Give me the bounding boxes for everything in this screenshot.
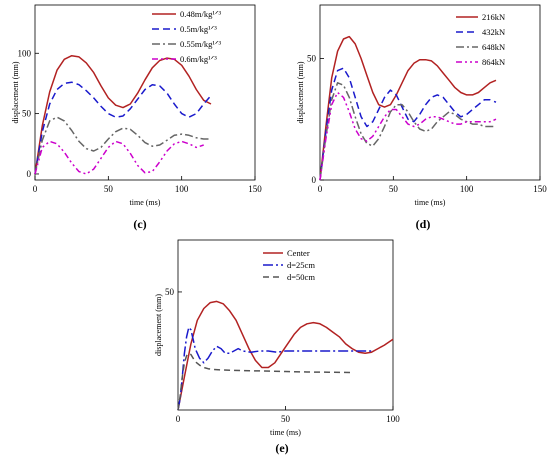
legend-label: 0.48m/kg¹ᐟ³ [180, 9, 221, 19]
x-axis-label: time (ms) [415, 198, 446, 207]
x-tick-label: 100 [386, 414, 400, 424]
panel-d: 0 50 100 150 0 50 time (ms) displacement (mm) 21… [296, 4, 547, 231]
legend-label: 0.5m/kg¹ᐟ³ [180, 24, 217, 34]
x-tick-label: 150 [533, 184, 547, 194]
y-tick-label: 50 [165, 287, 175, 297]
series-line-1 [319, 67, 497, 181]
series-line-1 [177, 326, 372, 411]
panel-e: 0 50 100 50 time (ms) displacement (mm) Center… [154, 239, 400, 455]
series-line-3 [319, 91, 497, 181]
x-tick-label: 0 [33, 184, 38, 194]
legend-label: 648kN [482, 42, 505, 52]
y-tick-label: 0 [27, 169, 32, 179]
plot-frame [177, 239, 394, 411]
panel-label: (e) [275, 441, 288, 455]
x-axis-label: time (ms) [270, 428, 301, 437]
series-line-0 [34, 54, 212, 175]
y-tick-label: 0 [312, 175, 317, 185]
legend-label: Center [287, 248, 310, 258]
x-tick-label: 50 [389, 184, 399, 194]
y-tick-label: 50 [22, 109, 32, 119]
series-line-0 [177, 300, 394, 411]
series-line-2 [34, 116, 211, 175]
panel-c: 0 50 100 150 0 50 100 time (ms) displacement (mm… [11, 4, 262, 231]
series-line-1 [34, 81, 212, 175]
legend-label: 864kN [482, 57, 505, 67]
panel-label: (c) [133, 217, 146, 231]
x-tick-label: 50 [104, 184, 114, 194]
legend-label: 432kN [482, 27, 505, 37]
series-line-2 [319, 82, 496, 181]
series-line-3 [34, 140, 204, 175]
plot-frame [319, 4, 541, 181]
legend-label: 0.55m/kg¹ᐟ³ [180, 39, 221, 49]
x-axis-label: time (ms) [130, 198, 161, 207]
legend-label: 216kN [482, 12, 505, 22]
y-axis-label: displacement (mm) [296, 61, 305, 123]
x-tick-label: 0 [176, 414, 181, 424]
legend-label: 0.6m/kg¹ᐟ³ [180, 54, 217, 64]
legend-label: d=50cm [287, 272, 315, 282]
y-tick-label: 50 [307, 53, 317, 63]
x-tick-label: 150 [248, 184, 262, 194]
series-line-2 [177, 352, 351, 411]
legend-label: d=25cm [287, 260, 315, 270]
y-axis-label: displacement (mm) [154, 294, 163, 356]
x-tick-label: 50 [281, 414, 291, 424]
plot-frame [34, 4, 256, 181]
x-tick-label: 100 [460, 184, 474, 194]
y-tick-label: 100 [18, 48, 32, 58]
y-axis-label: displacement (mm) [11, 61, 20, 123]
panel-label: (d) [416, 217, 431, 231]
series-line-0 [319, 35, 497, 181]
x-tick-label: 0 [318, 184, 323, 194]
x-tick-label: 100 [175, 184, 189, 194]
